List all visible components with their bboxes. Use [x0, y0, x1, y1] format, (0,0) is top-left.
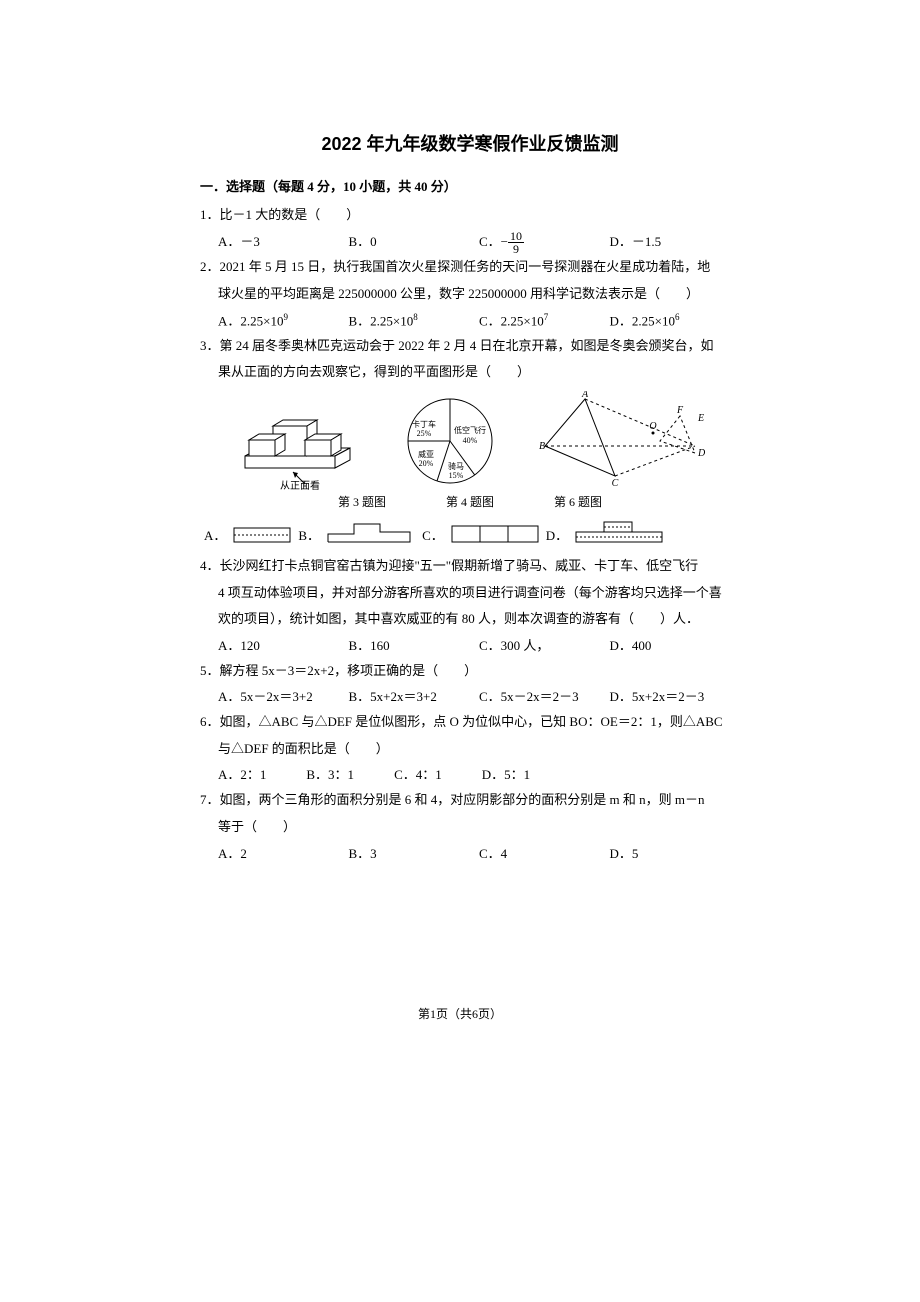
q3-opt-c-shape	[450, 520, 540, 544]
q1-options: A．－3 B．0 C．−109 D．－1.5	[200, 230, 740, 256]
q3-line1: 3．第 24 届冬季奥林匹克运动会于 2022 年 2 月 4 日在北京开幕，如…	[200, 334, 740, 359]
q1-opt-a: A．－3	[218, 230, 349, 256]
q5-options: A．5x－2x＝3+2 B．5x+2x＝3+2 C．5x－2x＝2－3 D．5x…	[200, 685, 740, 710]
q4-opt-d: D．400	[610, 634, 741, 659]
svg-text:C: C	[612, 478, 619, 489]
svg-text:B: B	[539, 441, 545, 452]
svg-text:低空飞行: 低空飞行	[454, 425, 486, 435]
q3-opt-c-label: C．	[422, 525, 444, 544]
svg-text:40%: 40%	[463, 436, 478, 445]
q4-opt-c: C．300 人，	[479, 634, 610, 659]
q2-line2: 球火星的平均距离是 225000000 公里，数字 225000000 用科学记…	[200, 282, 740, 307]
q2-opt-c: C．2.25×107	[479, 309, 610, 334]
q4-opt-b: B．160	[349, 634, 480, 659]
q2-options: A．2.25×109 B．2.25×108 C．2.25×107 D．2.25×…	[200, 309, 740, 334]
figure-captions: 第 3 题图 第 4 题图 第 6 题图	[200, 493, 740, 510]
svg-text:20%: 20%	[419, 459, 434, 468]
q4-line3: 欢的项目），统计如图，其中喜欢威亚的有 80 人，则本次调查的游客有（ ）人．	[200, 607, 740, 632]
q5-opt-a: A．5x－2x＝3+2	[218, 685, 349, 710]
q3-opt-a-shape	[232, 520, 292, 544]
svg-text:A: A	[581, 391, 589, 400]
q7-opt-b: B．3	[349, 842, 480, 867]
svg-text:卡丁车: 卡丁车	[412, 419, 436, 429]
q7-opt-a: A．2	[218, 842, 349, 867]
q7-line2: 等于（ ）	[200, 815, 740, 840]
q2-line1: 2．2021 年 5 月 15 日，执行我国首次火星探测任务的天问一号探测器在火…	[200, 255, 740, 280]
q2-opt-a: A．2.25×109	[218, 309, 349, 334]
q4-line1: 4．长沙网红打卡点铜官窑古镇为迎接"五一"假期新增了骑马、威亚、卡丁车、低空飞行	[200, 554, 740, 579]
svg-text:骑马: 骑马	[448, 461, 464, 471]
page-title: 2022 年九年级数学寒假作业反馈监测	[200, 130, 740, 156]
page-footer: 第1页（共6页）	[0, 1005, 920, 1022]
fraction: 109	[508, 230, 524, 255]
exam-page: 2022 年九年级数学寒假作业反馈监测 一．选择题（每题 4 分，10 小题，共…	[0, 0, 920, 1302]
q2-opt-d: D．2.25×106	[610, 309, 741, 334]
q3-options: A． B． C． D．	[200, 520, 740, 544]
q1-opt-d: D．－1.5	[610, 230, 741, 256]
svg-text:F: F	[676, 405, 684, 416]
q6-options: A．2：1 B．3：1 C．4：1 D．5：1	[200, 763, 740, 788]
q2-opt-b: B．2.25×108	[349, 309, 480, 334]
svg-text:E: E	[697, 413, 704, 424]
q5-opt-b: B．5x+2x＝3+2	[349, 685, 480, 710]
q3-opt-b-shape	[326, 520, 416, 544]
svg-text:O: O	[649, 421, 656, 432]
cap-q3: 第 3 题图	[338, 493, 386, 510]
q5-opt-c: C．5x－2x＝2－3	[479, 685, 610, 710]
podium-label: 从正面看	[280, 479, 320, 491]
q4-line2: 4 项互动体验项目，并对部分游客所喜欢的项目进行调查问卷（每个游客均只选择一个喜	[200, 581, 740, 606]
q3-line2: 果从正面的方向去观察它，得到的平面图形是（ ）	[200, 360, 740, 385]
q6-line2: 与△DEF 的面积比是（ ）	[200, 737, 740, 762]
cap-q4: 第 4 题图	[446, 493, 494, 510]
similar-triangles-figure: A B C D E F O	[535, 391, 705, 491]
svg-text:D: D	[697, 448, 705, 459]
q6-line1: 6．如图，△ABC 与△DEF 是位似图形，点 O 为位似中心，已知 BO：OE…	[200, 710, 740, 735]
q3-opt-b-label: B．	[298, 525, 320, 544]
q7-line1: 7．如图，两个三角形的面积分别是 6 和 4，对应阴影部分的面积分别是 m 和 …	[200, 788, 740, 813]
q6-opt-a: A．2：1	[218, 763, 266, 788]
q4-options: A．120 B．160 C．300 人， D．400	[200, 634, 740, 659]
q3-opt-d-label: D．	[546, 525, 568, 544]
q5-opt-d: D．5x+2x＝2－3	[610, 685, 741, 710]
svg-text:威亚: 威亚	[418, 449, 434, 459]
cap-q6: 第 6 题图	[554, 493, 602, 510]
q7-opt-d: D．5	[610, 842, 741, 867]
q3-opt-d-shape	[574, 520, 664, 544]
q1-opt-b: B．0	[349, 230, 480, 256]
q3-opt-a-label: A．	[204, 525, 226, 544]
section-heading: 一．选择题（每题 4 分，10 小题，共 40 分）	[200, 176, 740, 195]
q5-stem: 5．解方程 5x－3＝2x+2，移项正确的是（ ）	[200, 659, 740, 684]
figure-row: 从正面看 卡丁车 25% 低空飞行 40% 骑马 15% 威亚	[200, 391, 740, 491]
pie-chart: 卡丁车 25% 低空飞行 40% 骑马 15% 威亚 20%	[395, 391, 505, 491]
q7-opt-c: C．4	[479, 842, 610, 867]
q6-opt-c: C．4：1	[394, 763, 442, 788]
q1-opt-c: C．−109	[479, 230, 610, 256]
podium-figure: 从正面看	[235, 396, 365, 491]
q6-opt-b: B．3：1	[306, 763, 354, 788]
q6-opt-d: D．5：1	[482, 763, 530, 788]
svg-text:15%: 15%	[449, 471, 464, 480]
q4-opt-a: A．120	[218, 634, 349, 659]
q7-options: A．2 B．3 C．4 D．5	[200, 842, 740, 867]
svg-text:25%: 25%	[417, 429, 432, 438]
q1-stem: 1．比－1 大的数是（ ）	[200, 203, 740, 228]
